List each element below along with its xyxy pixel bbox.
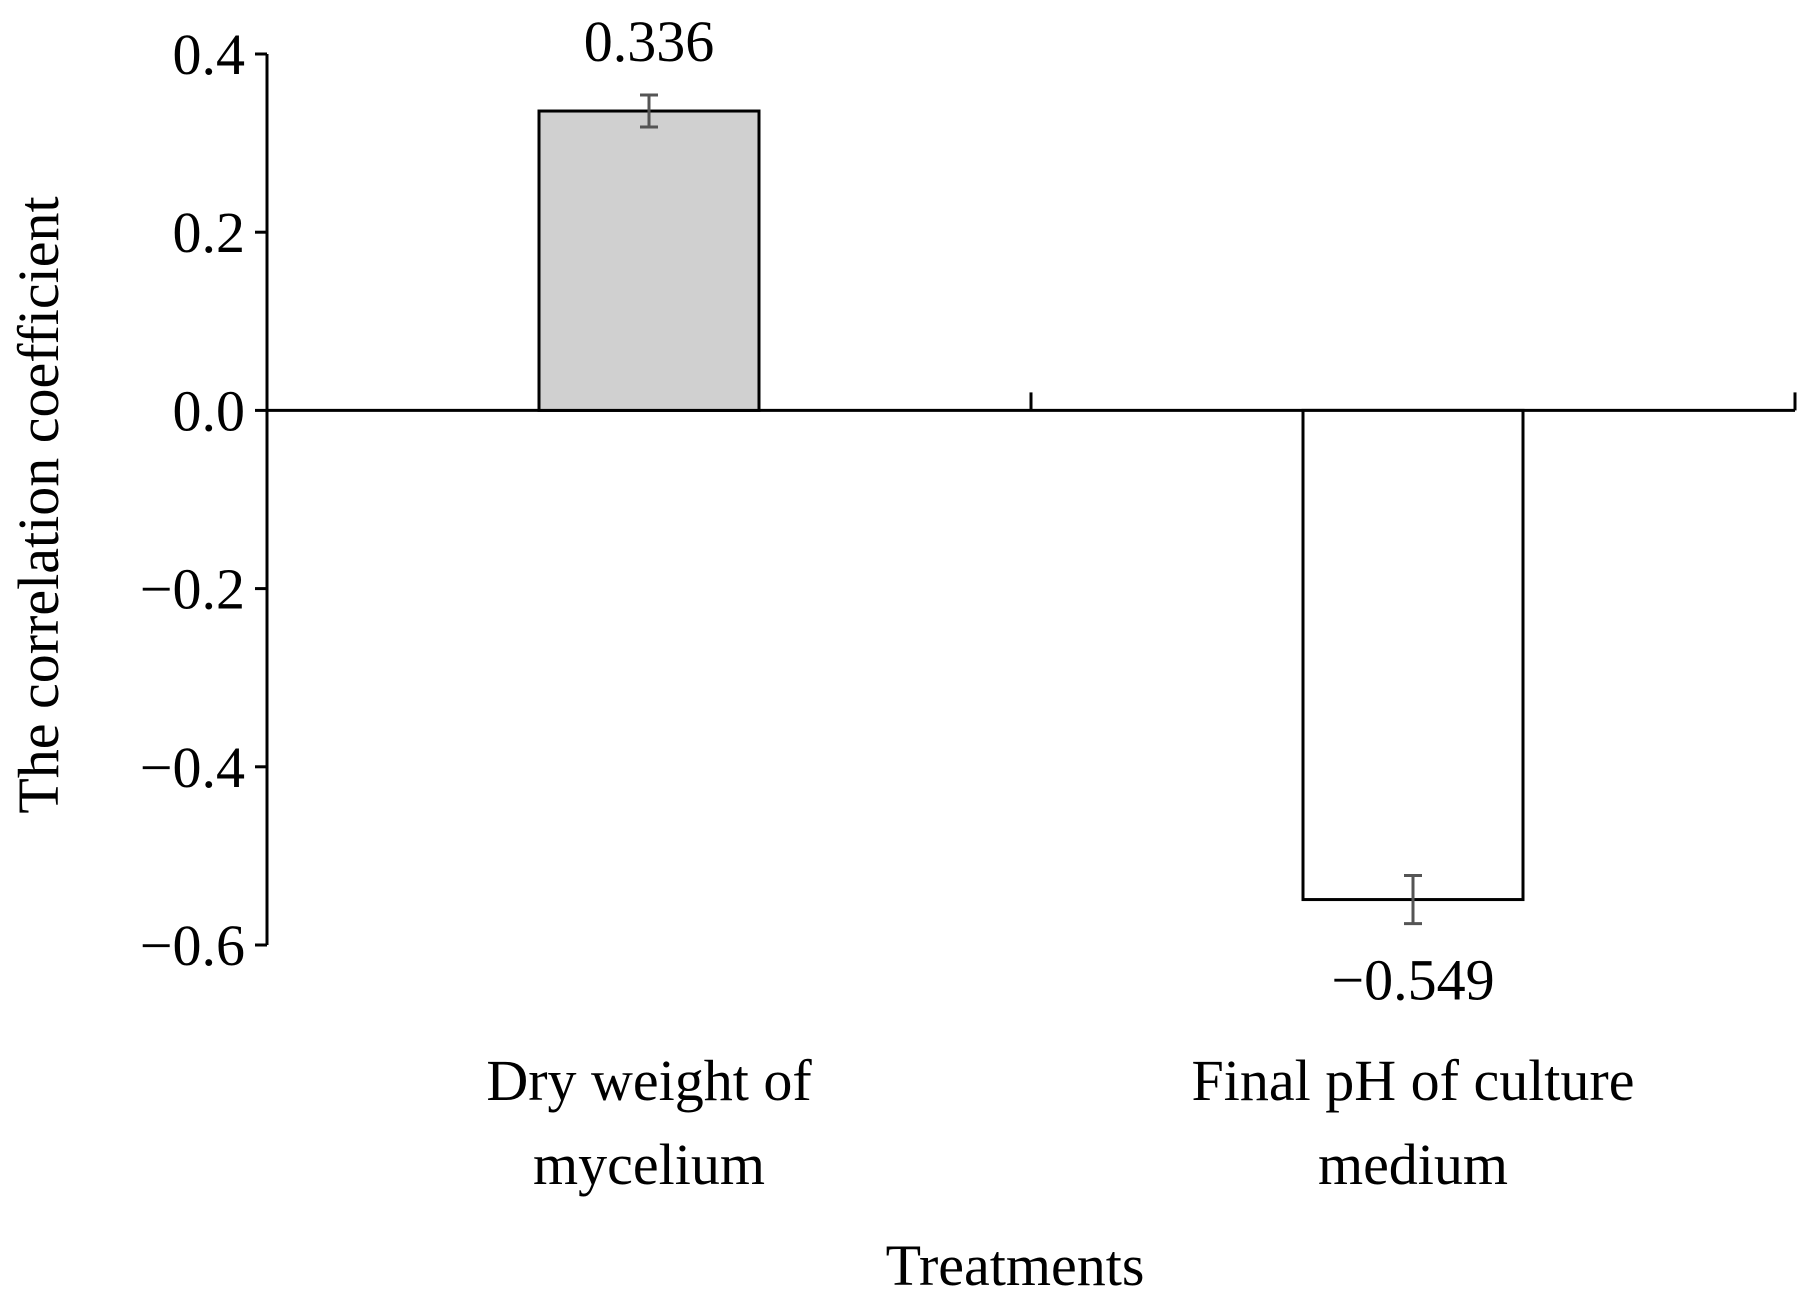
bar [537, 109, 761, 412]
category-label: Final pH of culture [1192, 1048, 1635, 1113]
y-tick-label: −0.4 [140, 735, 245, 800]
bars-layer [537, 93, 1525, 926]
y-tick-label: 0.4 [173, 22, 246, 87]
category-label: mycelium [533, 1132, 765, 1197]
axes-layer: 0.4 0.2 0.0 −0.2 −0.4 −0.6 [140, 22, 1797, 978]
y-tick-label: 0.2 [173, 200, 246, 265]
x-axis-title: Treatments [886, 1233, 1145, 1298]
y-tick-label: −0.2 [140, 557, 245, 622]
bar [1301, 408, 1525, 902]
data-label: 0.336 [584, 9, 715, 74]
category-label: Dry weight of [486, 1048, 812, 1113]
y-axis-title: The correlation coefficient [6, 196, 71, 813]
y-tick-label: −0.6 [140, 913, 245, 978]
labels-layer: 0.336 Dry weight of mycelium −0.549 Final pH… [486, 9, 1634, 1197]
data-label: −0.549 [1331, 948, 1494, 1013]
y-tick-label: 0.0 [173, 378, 246, 443]
category-label: medium [1318, 1132, 1508, 1197]
